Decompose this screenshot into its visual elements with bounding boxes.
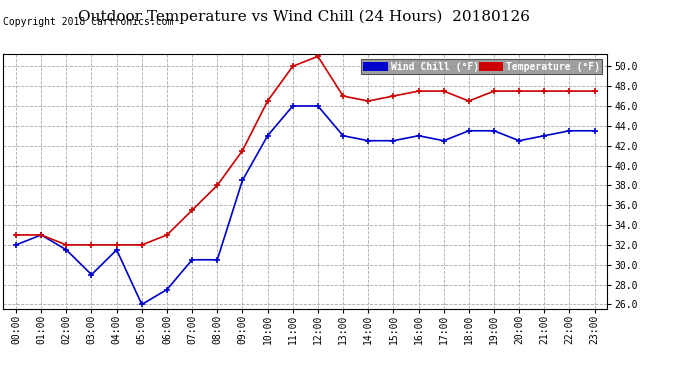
Text: Outdoor Temperature vs Wind Chill (24 Hours)  20180126: Outdoor Temperature vs Wind Chill (24 Ho… xyxy=(77,9,530,24)
Text: Copyright 2018 Cartronics.com: Copyright 2018 Cartronics.com xyxy=(3,17,174,27)
Legend: Wind Chill (°F), Temperature (°F): Wind Chill (°F), Temperature (°F) xyxy=(361,59,602,74)
